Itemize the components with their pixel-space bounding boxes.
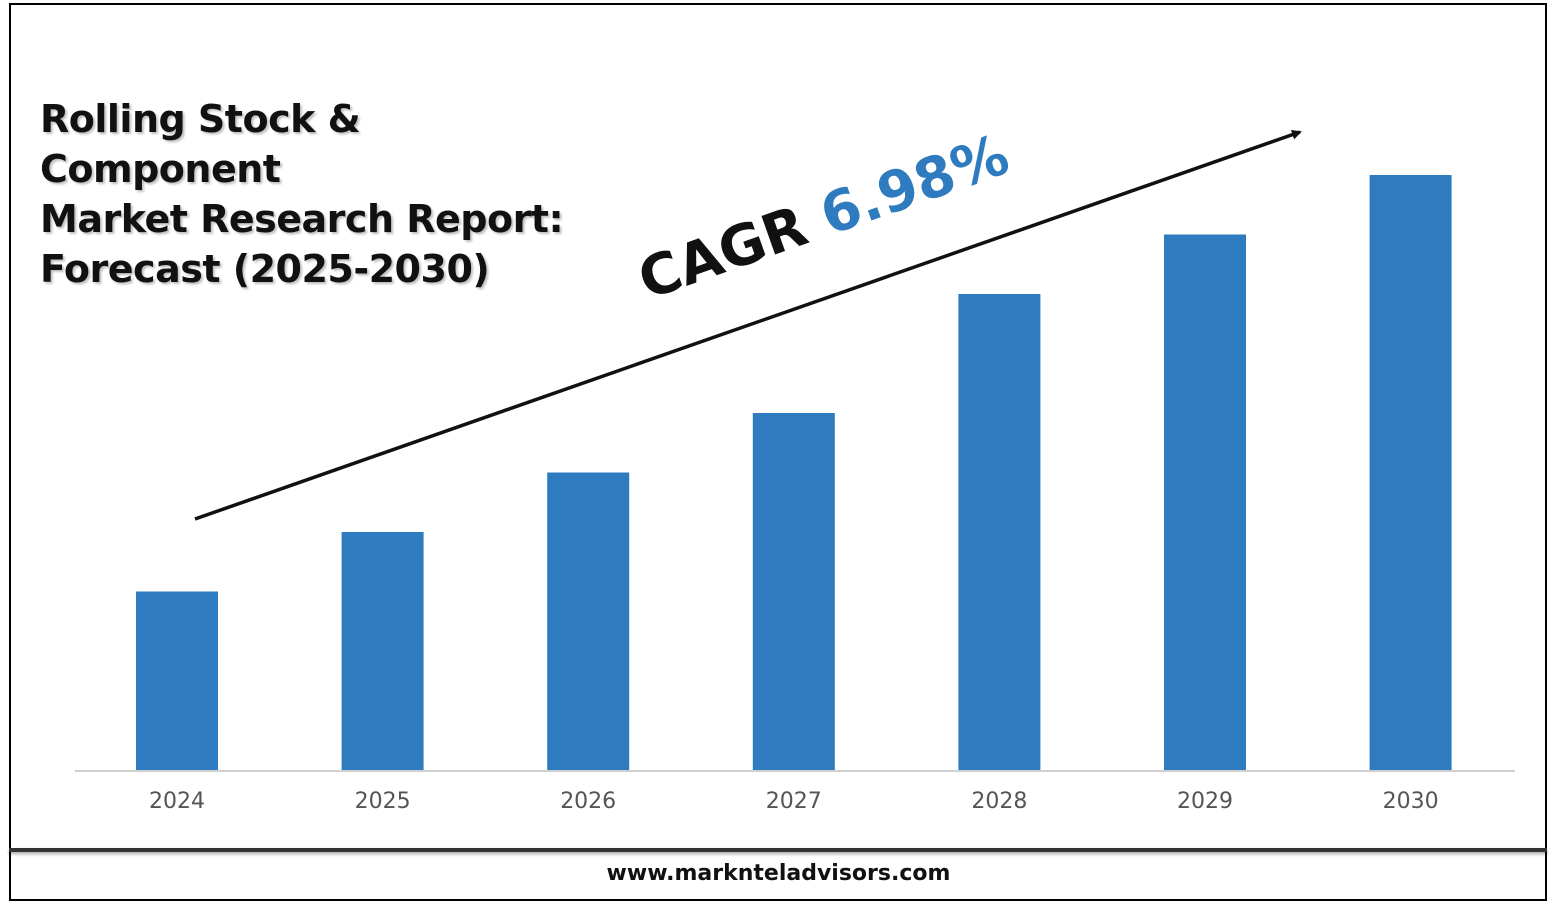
bar-2030 [1369,175,1452,770]
footer-url: www.marknteladvisors.com [606,861,951,886]
bar-2028 [958,294,1041,770]
chart-title: Rolling Stock & Component Market Researc… [40,94,600,294]
x-tick-label-2030: 2030 [1383,789,1439,814]
title-line-1: Rolling Stock & Component [40,97,361,191]
trend-arrow [194,129,1302,521]
bar-2024 [136,591,218,770]
x-tick-label-2028: 2028 [971,789,1027,814]
footer-divider [9,848,1547,852]
x-tick-label-2026: 2026 [560,789,616,814]
bar-2025 [341,532,424,770]
title-line-2: Market Research Report: [40,197,564,241]
title-line-3: Forecast (2025-2030) [40,247,490,291]
bar-2029 [1164,234,1246,770]
x-tick-label-2029: 2029 [1177,789,1233,814]
x-tick-label-2025: 2025 [355,789,411,814]
x-tick-label-2024: 2024 [149,789,205,814]
bar-2026 [547,472,630,770]
x-tick-label-2027: 2027 [766,789,822,814]
bar-2027 [752,413,835,770]
